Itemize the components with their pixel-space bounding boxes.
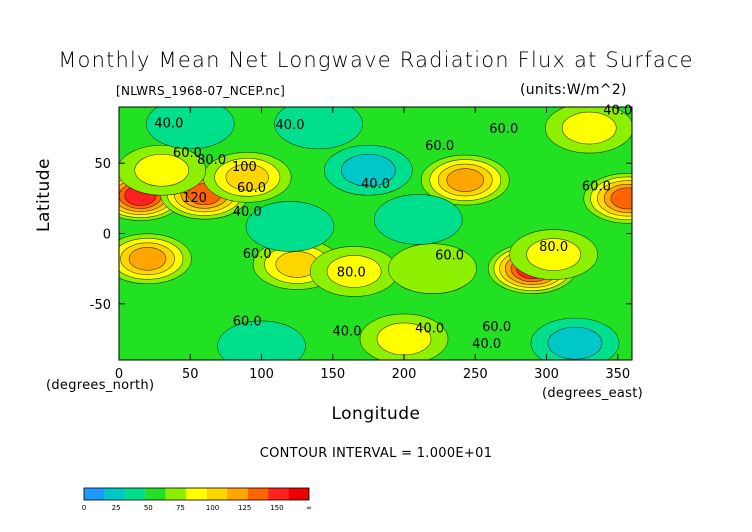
field-feature bbox=[217, 320, 306, 360]
heatmap-field bbox=[119, 107, 632, 360]
field-feature bbox=[509, 229, 598, 280]
colorbar-segment bbox=[206, 488, 228, 500]
contour-band bbox=[134, 153, 190, 187]
field-feature bbox=[119, 144, 207, 196]
y-tick-label: 0 bbox=[103, 228, 111, 243]
x-tick-label: 150 bbox=[320, 367, 345, 382]
contour-band bbox=[561, 111, 617, 145]
contour-label: 40.0 bbox=[361, 177, 390, 192]
contour-band bbox=[326, 255, 382, 288]
colorbar-label: 50 bbox=[144, 504, 153, 512]
contour-band bbox=[547, 326, 603, 360]
contour-interval: CONTOUR INTERVAL = 1.000E+01 bbox=[259, 446, 493, 461]
y-tick-label: -50 bbox=[90, 298, 111, 313]
contour-label: 40.0 bbox=[276, 118, 305, 133]
field-feature bbox=[202, 151, 292, 203]
contour-label: 60.0 bbox=[243, 247, 272, 262]
y-tick-label: 50 bbox=[94, 157, 111, 172]
contour-label: 60.0 bbox=[237, 181, 266, 196]
contour-label: 40.0 bbox=[333, 324, 362, 339]
contour-label: 60.0 bbox=[233, 315, 262, 330]
colorbar-segment bbox=[247, 488, 269, 500]
field-feature bbox=[309, 246, 399, 297]
contour-label: 60.0 bbox=[482, 320, 511, 335]
contour-label: 60.0 bbox=[173, 146, 202, 161]
colorbar-segment bbox=[288, 488, 309, 500]
x-axis-label: Longitude bbox=[331, 404, 421, 424]
file-label: [NLWRS_1968-07_NCEP.nc] bbox=[116, 84, 286, 98]
contour-label: 40.0 bbox=[154, 116, 183, 131]
contour-band bbox=[388, 243, 477, 294]
contour-band bbox=[274, 107, 363, 150]
chart-title: Monthly Mean Net Longwave Radiation Flux… bbox=[58, 48, 694, 72]
contour-label: 40.0 bbox=[415, 322, 444, 337]
axes: 0 50 100 150 200 250 300 350 -50 0 50 bbox=[90, 107, 632, 382]
colorbar-segment bbox=[186, 488, 207, 500]
colorbar-segment bbox=[227, 488, 248, 500]
contour-band bbox=[341, 153, 396, 187]
field-feature bbox=[324, 144, 413, 196]
colorbar-label: 25 bbox=[112, 504, 121, 512]
units-label: (units:W/m^2) bbox=[520, 82, 627, 98]
colorbar-segment bbox=[84, 488, 105, 500]
contour-label: 80.0 bbox=[539, 240, 568, 255]
colorbar-label: 0 bbox=[82, 504, 86, 512]
x-tick-label: 100 bbox=[249, 367, 274, 382]
contour-band bbox=[373, 194, 463, 245]
field-feature bbox=[373, 194, 463, 245]
colorbar-segment bbox=[165, 488, 187, 500]
field-feature bbox=[245, 201, 335, 252]
colorbar-frame bbox=[83, 487, 310, 501]
x-tick-label: 0 bbox=[115, 367, 123, 382]
contour-band bbox=[128, 246, 167, 271]
contour-label: 60.0 bbox=[582, 180, 611, 195]
y-unit-label: (degrees_north) bbox=[46, 378, 155, 393]
colorbar-segment bbox=[268, 488, 289, 500]
contour-label: 60.0 bbox=[489, 122, 518, 137]
x-tick-label: 350 bbox=[605, 367, 630, 382]
colorbar-segment bbox=[145, 488, 166, 500]
x-unit-label: (degrees_east) bbox=[542, 386, 644, 401]
contour-label: 60.0 bbox=[425, 139, 454, 154]
contour-label: 80.0 bbox=[197, 153, 226, 168]
field-feature bbox=[119, 233, 192, 285]
x-tick-label: 250 bbox=[463, 367, 488, 382]
contour-label: 100 bbox=[232, 160, 257, 175]
field-feature bbox=[359, 313, 449, 360]
colorbar-segment bbox=[124, 488, 146, 500]
contour-band bbox=[225, 163, 269, 191]
field-feature bbox=[388, 243, 477, 294]
colorbar-label: 125 bbox=[238, 504, 251, 512]
colorbar: 0 25 50 75 100 125 150 ∞ bbox=[82, 487, 312, 512]
contour-band bbox=[245, 201, 335, 252]
contour-band bbox=[526, 238, 581, 271]
field-feature bbox=[145, 107, 235, 150]
field-feature bbox=[420, 154, 510, 206]
field-feature bbox=[274, 107, 363, 150]
colorbar-segment bbox=[104, 488, 125, 500]
x-tick-label: 50 bbox=[182, 367, 199, 382]
colorbar-label: ∞ bbox=[306, 504, 312, 512]
contour-label: 120 bbox=[182, 191, 207, 206]
contour-label: 60.0 bbox=[435, 248, 464, 263]
contour-label: 40.0 bbox=[233, 205, 262, 220]
colorbar-label: 75 bbox=[176, 504, 185, 512]
contour-band bbox=[217, 320, 306, 360]
x-tick-label: 200 bbox=[392, 367, 417, 382]
colorbar-label: 150 bbox=[270, 504, 283, 512]
field-feature bbox=[544, 107, 632, 154]
contour-band bbox=[145, 107, 235, 150]
contour-label: 80.0 bbox=[337, 265, 366, 280]
contour-band bbox=[446, 168, 485, 192]
field-feature bbox=[583, 173, 632, 224]
contour-band bbox=[610, 187, 632, 210]
field-feature bbox=[530, 317, 620, 360]
x-tick-label: 300 bbox=[534, 367, 559, 382]
colorbar-label: 100 bbox=[206, 504, 219, 512]
contour-label: 40.0 bbox=[472, 337, 501, 352]
